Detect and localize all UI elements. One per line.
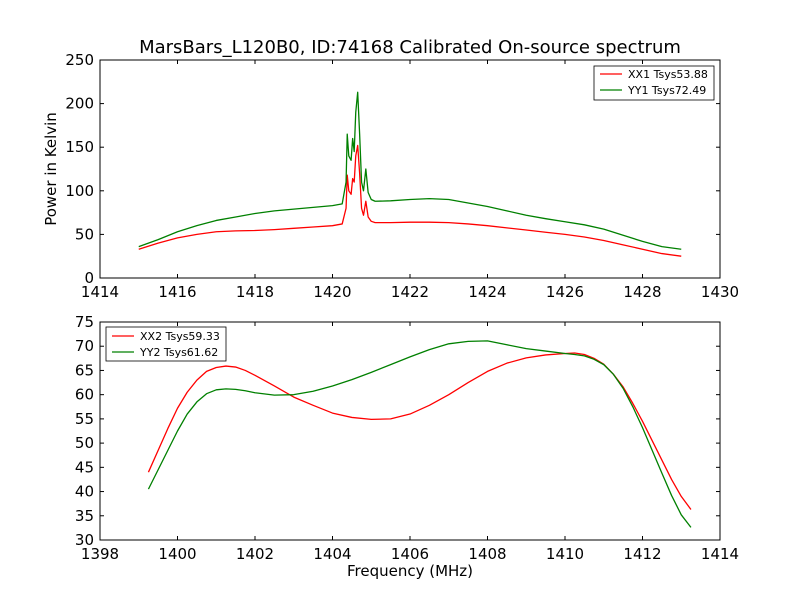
- bottom-y-tick-label: 55: [75, 410, 94, 428]
- bottom-y-tick-label: 60: [75, 386, 94, 404]
- top-x-tick-label: 1430: [701, 283, 739, 301]
- top-y-tick-label: 200: [65, 95, 94, 113]
- top-x-tick-label: 1418: [236, 283, 274, 301]
- bottom-x-tick-label: 1400: [158, 545, 196, 563]
- top-series-line-xx1: [138, 144, 682, 257]
- top-y-tick-label: 50: [75, 225, 94, 243]
- top-y-tick-label: 0: [84, 269, 94, 287]
- top-y-tick-label: 100: [65, 182, 94, 200]
- bottom-x-tick-label: 1404: [313, 545, 351, 563]
- bottom-y-tick-label: 75: [75, 313, 94, 331]
- bottom-series-line-xx2: [147, 352, 692, 510]
- bottom-axis-ticks: 1398 1400 1402 1404 1406 1408 1410 1412 1414 30 35…: [75, 313, 739, 563]
- top-legend-label-yy1: YY1 Tsys72.49: [627, 84, 706, 97]
- top-series-line-yy1: [138, 91, 682, 250]
- top-x-tick-label: 1414: [81, 283, 119, 301]
- bottom-x-tick-label: 1410: [546, 545, 584, 563]
- bottom-y-tick-label: 45: [75, 458, 94, 476]
- chart-title: MarsBars_L120B0, ID:74168 Calibrated On-…: [139, 37, 681, 58]
- top-axis-ticks: 1414 1416 1418 1420 1422 1424 1426 1428 1430 0 50 1…: [65, 51, 739, 301]
- bottom-series-lines: [147, 340, 692, 528]
- top-legend: XX1 Tsys53.88 YY1 Tsys72.49: [593, 65, 715, 101]
- top-x-tick-label: 1428: [623, 283, 661, 301]
- bottom-series-line-yy2: [147, 340, 692, 528]
- bottom-x-tick-label: 1408: [468, 545, 506, 563]
- bottom-y-tick-label: 40: [75, 483, 94, 501]
- bottom-y-tick-label: 65: [75, 361, 94, 379]
- top-x-tick-label: 1424: [468, 283, 506, 301]
- top-x-tick-label: 1416: [158, 283, 196, 301]
- bottom-legend-label-yy2: YY2 Tsys61.62: [139, 346, 218, 359]
- bottom-y-tick-label: 70: [75, 337, 94, 355]
- bottom-x-tick-label: 1398: [81, 545, 119, 563]
- top-y-tick-label: 250: [65, 51, 94, 69]
- bottom-x-tick-label: 1412: [623, 545, 661, 563]
- top-subplot: 1414 1416 1418 1420 1422 1424 1426 1428 1430 0 50 1…: [42, 51, 739, 301]
- top-x-tick-label: 1426: [546, 283, 584, 301]
- bottom-legend-box: [105, 326, 227, 362]
- bottom-x-tick-label: 1414: [701, 545, 739, 563]
- top-legend-box: [593, 65, 715, 101]
- bottom-y-tick-label: 50: [75, 434, 94, 452]
- bottom-subplot: 1398 1400 1402 1404 1406 1408 1410 1412 1414 30 35…: [75, 313, 739, 580]
- top-y-axis-label: Power in Kelvin: [42, 112, 60, 226]
- bottom-y-tick-label: 35: [75, 507, 94, 525]
- top-series-lines: [138, 91, 682, 257]
- top-x-tick-label: 1420: [313, 283, 351, 301]
- top-y-tick-label: 150: [65, 138, 94, 156]
- bottom-x-tick-label: 1402: [236, 545, 274, 563]
- bottom-x-tick-label: 1406: [391, 545, 429, 563]
- bottom-y-tick-label: 30: [75, 531, 94, 549]
- bottom-legend: XX2 Tsys59.33 YY2 Tsys61.62: [105, 326, 227, 362]
- top-legend-label-xx1: XX1 Tsys53.88: [628, 68, 708, 81]
- x-axis-label: Frequency (MHz): [347, 562, 473, 580]
- bottom-legend-label-xx2: XX2 Tsys59.33: [140, 330, 220, 343]
- top-x-tick-label: 1422: [391, 283, 429, 301]
